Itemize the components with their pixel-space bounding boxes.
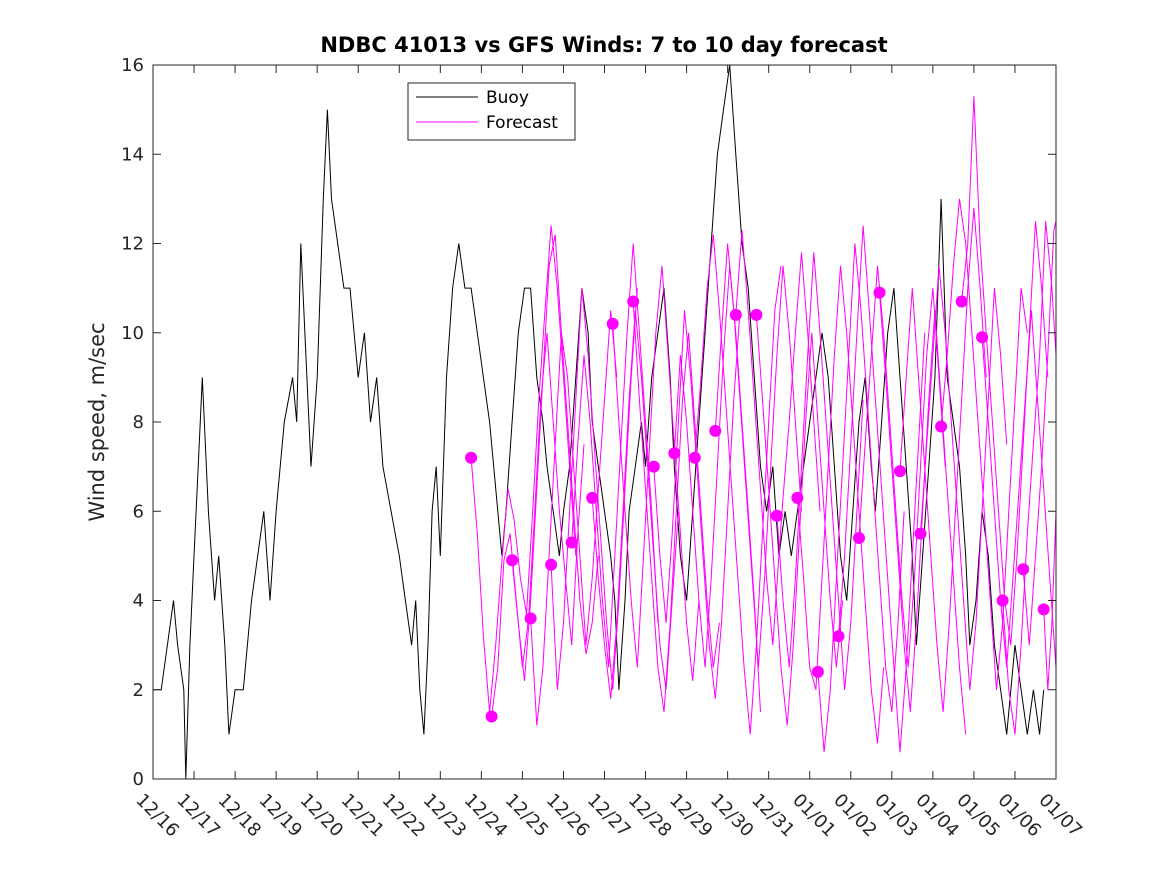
y-tick-label-1: 2 — [133, 680, 144, 701]
forecast-line-17 — [817, 243, 905, 753]
forecast-line-7 — [612, 265, 700, 681]
y-axis-label: Wind speed, m/sec — [85, 322, 109, 521]
forecast-dot-8 — [627, 295, 640, 308]
forecast-dot-9 — [647, 460, 660, 473]
forecast-dot-6 — [586, 491, 599, 504]
forecast-dot-13 — [729, 308, 742, 321]
forecast-dot-19 — [853, 532, 865, 544]
forecast-dot-3 — [524, 612, 537, 625]
forecast-series — [470, 96, 1057, 753]
forecast-line-15 — [776, 252, 864, 690]
forecast-dots — [465, 286, 1050, 723]
forecast-dot-10 — [668, 447, 681, 460]
forecast-line-28 — [1043, 511, 1057, 690]
forecast-line-2 — [511, 234, 599, 681]
y-tick-label-2: 4 — [133, 591, 144, 612]
y-tick-label-0: 0 — [133, 769, 144, 790]
forecast-dot-0 — [465, 451, 478, 464]
forecast-dot-25 — [976, 331, 989, 344]
forecast-dot-12 — [709, 424, 722, 437]
forecast-line-22 — [920, 265, 1008, 690]
legend-forecast-label: Forecast — [486, 113, 558, 133]
forecast-dot-1 — [485, 710, 498, 723]
forecast-dot-17 — [811, 665, 824, 678]
plot-area — [153, 65, 1056, 779]
forecast-line-9 — [653, 310, 741, 699]
forecast-line-12 — [714, 243, 802, 668]
forecast-dot-14 — [750, 308, 763, 321]
legend-buoy-label: Buoy — [486, 88, 529, 108]
forecast-line-18 — [838, 225, 926, 753]
forecast-line-4 — [550, 288, 638, 690]
forecast-line-5 — [571, 243, 659, 668]
buoy-line — [153, 64, 1045, 780]
forecast-line-19 — [858, 265, 946, 668]
y-tick-label-5: 10 — [121, 323, 144, 344]
forecast-line-8 — [632, 301, 720, 713]
forecast-dot-24 — [955, 295, 968, 308]
legend: Buoy Forecast — [407, 82, 576, 141]
forecast-dot-16 — [791, 491, 804, 504]
forecast-line-14 — [755, 314, 844, 726]
forecast-line-23 — [940, 198, 1028, 690]
forecast-dot-2 — [506, 554, 519, 567]
forecast-dot-15 — [770, 509, 783, 522]
chart-title: NDBC 41013 vs GFS Winds: 7 to 10 day for… — [320, 33, 887, 57]
forecast-dot-11 — [688, 451, 701, 464]
forecast-line-25 — [981, 310, 1057, 668]
y-tick-label-7: 14 — [121, 144, 144, 165]
forecast-line-0 — [470, 225, 577, 713]
forecast-dot-27 — [1017, 563, 1030, 576]
forecast-dot-18 — [832, 630, 845, 643]
forecast-dot-28 — [1037, 603, 1050, 616]
forecast-dot-23 — [935, 420, 948, 433]
y-tick-label-6: 12 — [121, 234, 144, 255]
forecast-line-26 — [1002, 221, 1057, 735]
forecast-line-6 — [591, 310, 679, 699]
y-tick-label-3: 6 — [133, 501, 144, 522]
forecast-line-16 — [796, 265, 885, 744]
forecast-line-10 — [673, 265, 761, 713]
forecast-line-1 — [491, 332, 585, 717]
forecast-line-3 — [530, 310, 618, 726]
forecast-dot-5 — [565, 536, 578, 549]
buoy-series — [153, 64, 1045, 780]
forecast-dot-7 — [606, 317, 619, 330]
forecast-line-21 — [899, 207, 987, 713]
y-tick-label-4: 8 — [133, 412, 144, 433]
forecast-line-27 — [1022, 221, 1057, 646]
forecast-dot-21 — [894, 465, 906, 478]
forecast-dot-20 — [873, 286, 886, 299]
legend-box — [407, 82, 576, 141]
forecast-line-20 — [879, 292, 967, 735]
forecast-dot-4 — [545, 558, 558, 571]
forecast-dot-26 — [996, 594, 1009, 607]
forecast-line-13 — [735, 230, 821, 646]
y-tick-label-8: 16 — [121, 55, 144, 76]
forecast-dot-22 — [914, 527, 927, 540]
